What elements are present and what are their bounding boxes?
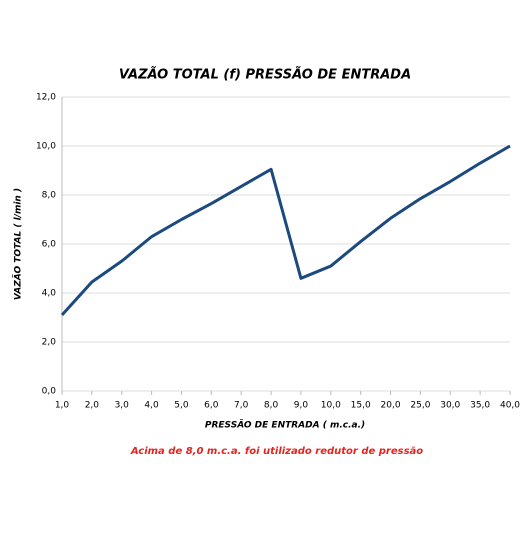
x-tick-label: 35,0 [470,401,490,411]
x-tick-label: 20,0 [381,401,401,411]
x-tick-label: 10,0 [321,401,341,411]
x-tick-label: 30,0 [440,401,460,411]
x-tick-label: 8,0 [264,401,279,411]
data-line [60,144,511,317]
chart-title: VAZÃO TOTAL (f) PRESSÃO DE ENTRADA [119,67,411,83]
y-tick-label: 12,0 [36,93,56,103]
y-tick-label: 2,0 [42,338,57,348]
y-tick-label: 8,0 [42,191,57,201]
x-axis-title: PRESSÃO DE ENTRADA ( m.c.a.) [205,420,365,431]
x-tick-label: 7,0 [234,401,249,411]
y-tick-label: 0,0 [42,387,57,397]
x-tick-label: 6,0 [204,401,219,411]
x-tick-label: 40,0 [500,401,520,411]
y-axis-title: VAZÃO TOTAL ( l/min ) [13,188,24,300]
x-tick-label: 5,0 [174,401,189,411]
x-tick-label: 15,0 [351,401,371,411]
y-tick-label: 4,0 [42,289,57,299]
annotation: Acima de 8,0 m.c.a. foi utilizado reduto… [130,446,423,457]
x-tick-label: 2,0 [85,401,100,411]
x-tick-label: 9,0 [294,401,309,411]
x-tick-label: 3,0 [115,401,130,411]
y-tick-label: 6,0 [42,240,57,250]
x-tick-label: 25,0 [410,401,430,411]
x-tick-label: 1,0 [55,401,70,411]
y-tick-label: 10,0 [36,142,56,152]
x-tick-label: 4,0 [144,401,159,411]
